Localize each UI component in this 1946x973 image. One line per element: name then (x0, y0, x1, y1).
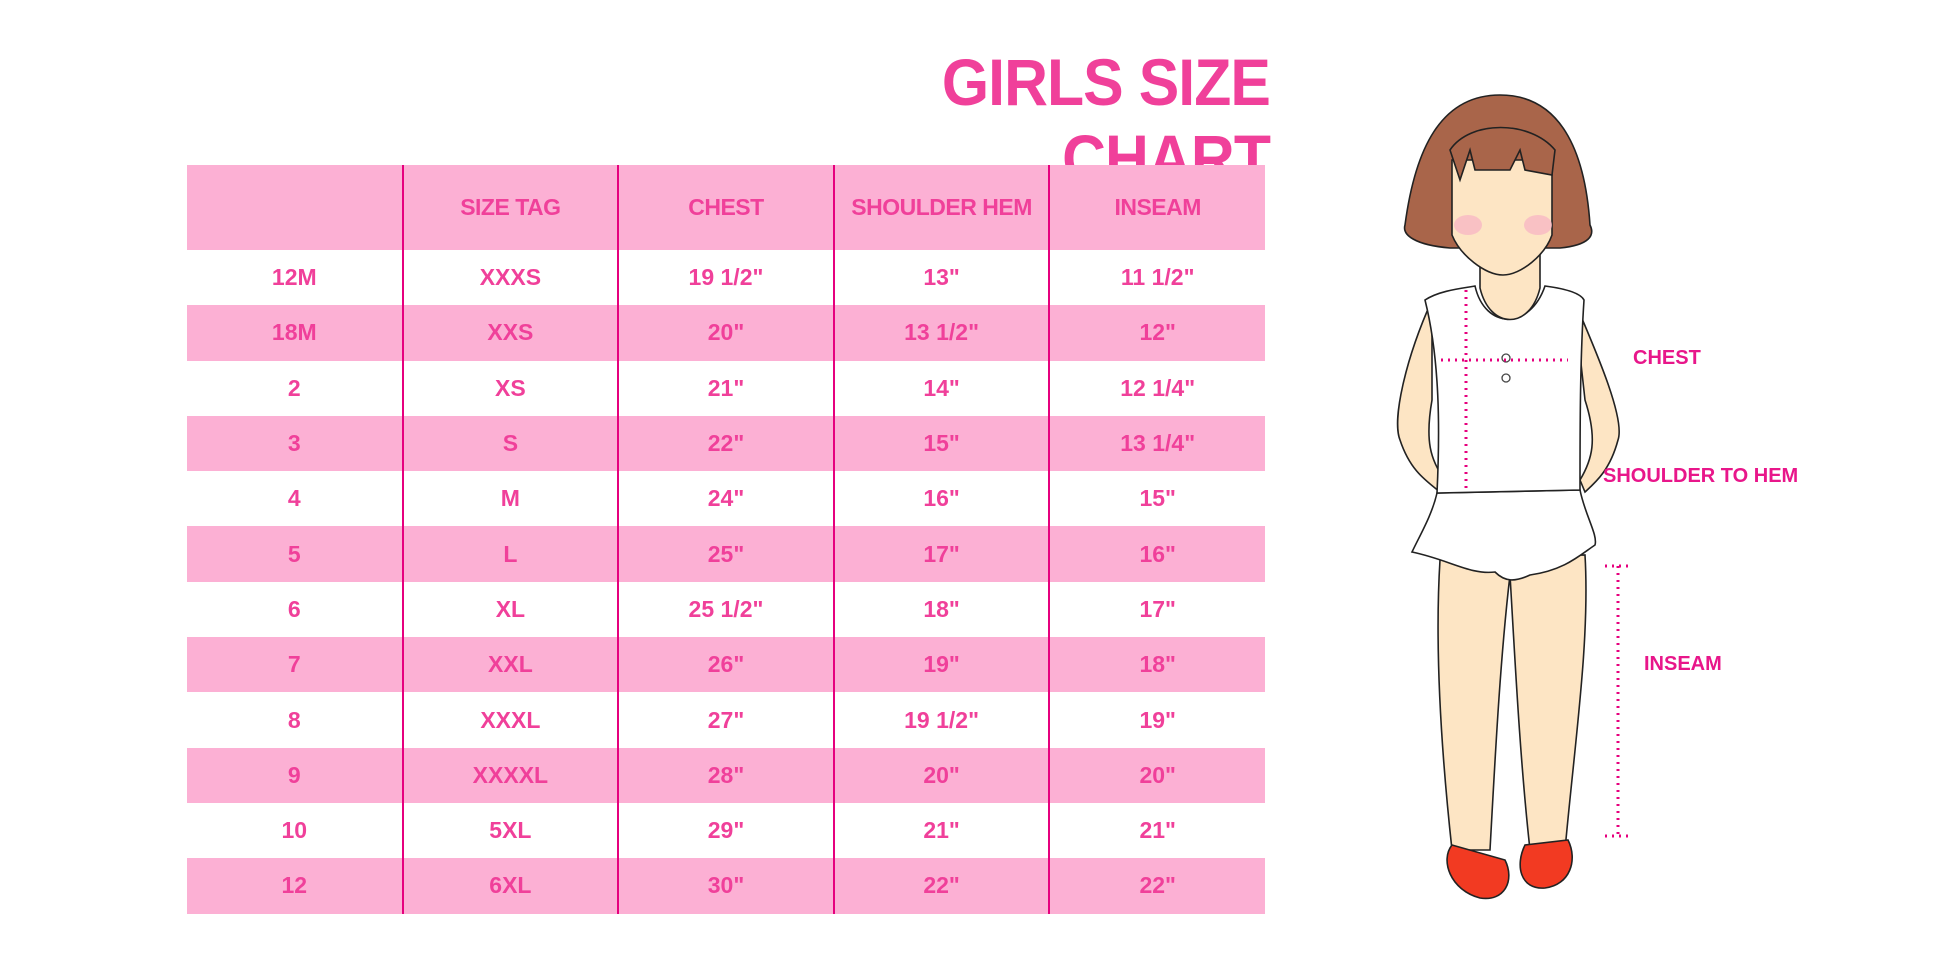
table-cell: 4 (287, 485, 301, 512)
table-cell: 13 1/2" (832, 305, 1050, 361)
table-cell: 6XL (401, 858, 619, 914)
right-shoe (1519, 839, 1573, 889)
table-cell: 17" (832, 526, 1050, 582)
table-cell: 20" (1048, 747, 1265, 803)
table-cell: 5 (287, 540, 301, 567)
page-title: GIRLS SIZE CHART (941, 45, 1271, 195)
table-row: 10 5XL 29" 21" 21" (187, 802, 1265, 859)
right-cheek (1524, 215, 1552, 235)
bloomers (1410, 489, 1597, 581)
table-cell: 22" (832, 858, 1050, 914)
table-cell: 12" (1048, 305, 1265, 361)
table-cell: 12M (271, 264, 317, 291)
table-cell: 6 (287, 595, 301, 622)
chest-label: CHEST (1633, 347, 1701, 369)
table-cell: 8 (287, 706, 301, 733)
table-cell: 21" (617, 360, 834, 416)
table-cell: 12 (281, 872, 308, 899)
table-cell: 11 1/2" (1048, 250, 1265, 306)
table-cell: 15" (832, 415, 1050, 472)
inseam-label: INSEAM (1644, 653, 1722, 675)
table-cell: 20" (617, 305, 834, 361)
table-cell: 19 1/2" (617, 250, 834, 306)
table-cell: 25" (617, 526, 834, 582)
table-cell: XXXXL (401, 747, 619, 803)
table-cell: 13 1/4" (1048, 415, 1265, 472)
table-row: 6 XL 25 1/2" 18" 17" (187, 581, 1265, 638)
table-cell: 3 (287, 430, 301, 457)
table-cell: 16" (832, 471, 1050, 527)
table-row: 5 L 25" 17" 16" (187, 526, 1265, 582)
table-row: 8 XXXL 27" 19 1/2" 19" (187, 692, 1265, 748)
table-cell: 7 (287, 651, 301, 678)
table-row: 9 XXXXL 28" 20" 20" (187, 747, 1265, 803)
table-cell: 18" (1048, 637, 1265, 693)
table-cell: 26" (617, 637, 834, 693)
table-row: 2 XS 21" 14" 12 1/4" (187, 360, 1265, 416)
left-shoe (1446, 844, 1510, 900)
table-cell: 12 1/4" (1048, 360, 1265, 416)
table-cell: 29" (617, 802, 834, 859)
table-cell: XXXS (401, 250, 619, 306)
table-cell: 13" (832, 250, 1050, 306)
table-cell: 21" (832, 802, 1050, 859)
table-cell: XL (401, 581, 619, 638)
legs (1437, 554, 1587, 851)
table-cell: M (401, 471, 619, 527)
header-cell: SIZE TAG (401, 165, 619, 250)
shoulder-to-hem-label: SHOULDER TO HEM (1603, 465, 1799, 487)
table-row: 3 S 22" 15" 13 1/4" (187, 415, 1265, 472)
table-cell: XS (401, 360, 619, 416)
left-cheek (1454, 215, 1482, 235)
table-cell: 21" (1048, 802, 1265, 859)
table-cell: 17" (1048, 581, 1265, 638)
table-cell: 30" (617, 858, 834, 914)
button (1501, 373, 1511, 383)
table-cell: 27" (617, 692, 834, 748)
table-cell: 22" (1048, 858, 1265, 914)
table-row: 12M XXXS 19 1/2" 13" 11 1/2" (187, 250, 1265, 306)
table-cell: S (401, 415, 619, 472)
table-cell: 20" (832, 747, 1050, 803)
table-cell: 18M (271, 319, 317, 346)
table-cell: 24" (617, 471, 834, 527)
table-cell: 19 1/2" (832, 692, 1050, 748)
table-cell: 25 1/2" (617, 581, 834, 638)
table-cell: 19" (832, 637, 1050, 693)
table-cell: 14" (832, 360, 1050, 416)
header-cell: SHOULDER HEM (832, 165, 1050, 250)
left-arm (1396, 299, 1446, 494)
table-row: 7 XXL 26" 19" 18" (187, 637, 1265, 693)
table-header-row: SIZE TAG CHEST SHOULDER HEM INSEAM (187, 165, 1265, 250)
table-row: 12 6XL 30" 22" 22" (187, 858, 1265, 914)
table-cell: 10 (281, 817, 308, 844)
table-cell: XXXL (401, 692, 619, 748)
table-cell: XXL (401, 637, 619, 693)
size-chart-table: SIZE TAG CHEST SHOULDER HEM INSEAM 12M XX… (187, 165, 1265, 914)
table-cell: 16" (1048, 526, 1265, 582)
table-row: 18M XXS 20" 13 1/2" 12" (187, 305, 1265, 361)
table-cell: 28" (617, 747, 834, 803)
right-arm (1573, 299, 1620, 494)
table-cell: 19" (1048, 692, 1265, 748)
table-cell: 5XL (401, 802, 619, 859)
shirt (1424, 285, 1585, 494)
table-cell: 2 (287, 374, 301, 401)
table-cell: 9 (287, 761, 301, 788)
header-cell: CHEST (617, 165, 834, 250)
table-cell: 18" (832, 581, 1050, 638)
table-row: 4 M 24" 16" 15" (187, 471, 1265, 527)
table-cell: L (401, 526, 619, 582)
table-cell: 22" (617, 415, 834, 472)
face (1451, 159, 1553, 276)
table-cell: XXS (401, 305, 619, 361)
header-cell: INSEAM (1048, 165, 1265, 250)
table-cell: 15" (1048, 471, 1265, 527)
